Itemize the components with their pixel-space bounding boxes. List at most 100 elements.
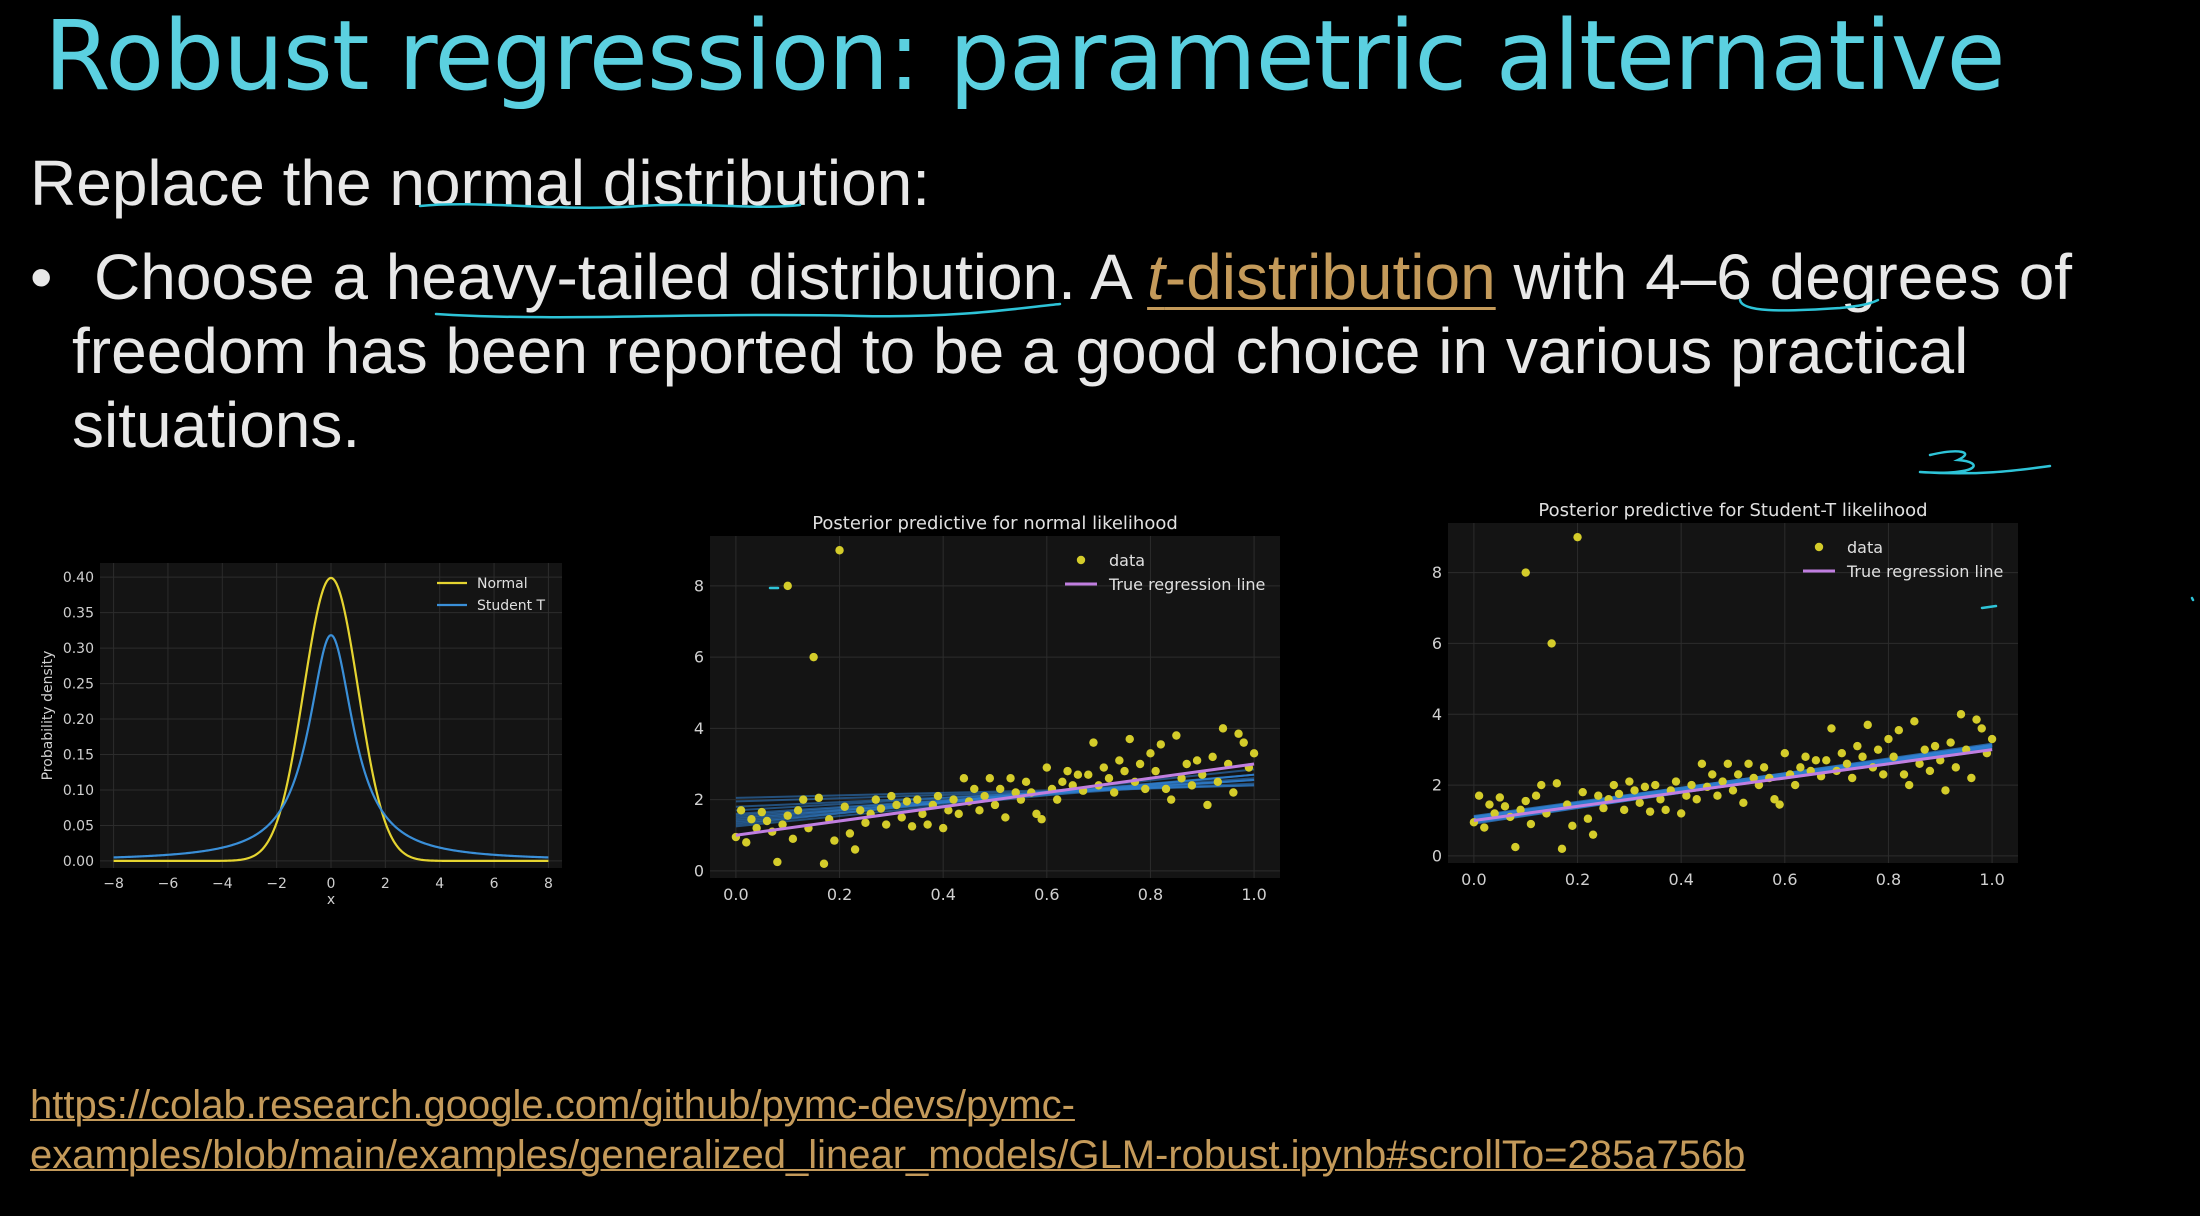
bullet-marker: • bbox=[30, 241, 53, 313]
data-point bbox=[1084, 770, 1093, 779]
data-point bbox=[793, 806, 803, 815]
data-point bbox=[1744, 759, 1753, 769]
data-point bbox=[1723, 759, 1733, 769]
data-point bbox=[1609, 780, 1619, 790]
data-point bbox=[1656, 795, 1665, 804]
data-point bbox=[1733, 770, 1743, 779]
data-point bbox=[1987, 734, 1997, 744]
data-point bbox=[1749, 773, 1758, 783]
x-tick-label: 0.0 bbox=[723, 885, 748, 904]
data-point bbox=[752, 823, 761, 833]
data-point bbox=[1531, 791, 1541, 800]
bullet-text-pre: Choose a heavy-tailed distribution. A bbox=[94, 241, 1148, 313]
x-tick-label: 8 bbox=[544, 876, 553, 892]
x-tick-label: 0.0 bbox=[1461, 870, 1486, 889]
data-point bbox=[747, 815, 756, 824]
data-point bbox=[1239, 738, 1248, 747]
series-line-student-t bbox=[113, 633, 549, 859]
data-point bbox=[1032, 809, 1041, 819]
data-point bbox=[742, 838, 751, 847]
legend-label: data bbox=[1847, 538, 1883, 557]
data-point bbox=[887, 791, 896, 801]
data-point bbox=[1182, 759, 1191, 769]
data-point bbox=[923, 820, 932, 829]
data-point bbox=[1910, 717, 1919, 726]
y-tick-label: 0.30 bbox=[63, 641, 94, 657]
data-point bbox=[1058, 777, 1067, 787]
data-point bbox=[1904, 780, 1914, 790]
y-tick-label: 4 bbox=[694, 719, 704, 738]
data-point bbox=[1899, 770, 1909, 779]
t-distribution-link-rest: -distribution bbox=[1164, 241, 1496, 313]
data-point bbox=[850, 845, 860, 854]
y-tick-label: 0.20 bbox=[63, 712, 94, 728]
reference-link[interactable]: https://colab.research.google.com/github… bbox=[30, 1080, 1745, 1180]
data-point bbox=[1006, 774, 1015, 783]
data-point bbox=[1682, 791, 1691, 800]
data-point bbox=[1485, 800, 1494, 809]
t-distribution-link[interactable]: t-distribution bbox=[1147, 241, 1496, 313]
data-point bbox=[1879, 770, 1888, 779]
x-tick-label: 6 bbox=[490, 876, 499, 892]
data-point bbox=[975, 806, 984, 815]
slide-title: Robust regression: parametric alternativ… bbox=[44, 0, 2006, 112]
data-point bbox=[1495, 793, 1505, 802]
data-point bbox=[954, 809, 963, 819]
data-point bbox=[1625, 777, 1634, 786]
data-point bbox=[1847, 773, 1857, 783]
annotation-dot-edge bbox=[2190, 596, 2195, 602]
data-point bbox=[1599, 803, 1608, 813]
data-point bbox=[1894, 725, 1904, 735]
data-point bbox=[1728, 786, 1738, 795]
data-point bbox=[1526, 819, 1536, 829]
data-point bbox=[856, 806, 865, 815]
x-tick-label: −2 bbox=[266, 876, 287, 892]
posterior-predictive-line bbox=[735, 773, 1255, 822]
y-tick-label: 0.25 bbox=[63, 676, 94, 692]
data-point bbox=[788, 834, 798, 844]
x-tick-label: −8 bbox=[103, 876, 124, 892]
data-point bbox=[990, 800, 1000, 810]
y-tick-label: 0.10 bbox=[63, 783, 94, 799]
data-point bbox=[1021, 777, 1031, 787]
data-point bbox=[892, 800, 901, 810]
data-point bbox=[985, 774, 995, 783]
data-point bbox=[799, 795, 808, 804]
data-point bbox=[1614, 789, 1624, 799]
data-point bbox=[1109, 788, 1119, 797]
bullet-item: • Choose a heavy-tailed distribution. A … bbox=[30, 240, 2190, 462]
data-point bbox=[995, 784, 1005, 794]
legend-label: Normal bbox=[477, 576, 528, 592]
data-point bbox=[1827, 724, 1836, 733]
data-point bbox=[1977, 724, 1986, 733]
data-point bbox=[861, 818, 870, 827]
data-point bbox=[1676, 809, 1686, 818]
y-axis-label: Probability density bbox=[40, 651, 56, 781]
data-point bbox=[1588, 830, 1598, 839]
data-point bbox=[1708, 770, 1717, 779]
data-point bbox=[1811, 756, 1821, 765]
data-point bbox=[778, 820, 787, 829]
data-point bbox=[819, 859, 829, 868]
x-tick-label: 2 bbox=[381, 876, 390, 892]
series-line-normal bbox=[113, 576, 549, 863]
data-point bbox=[1619, 805, 1629, 815]
y-tick-label: 0 bbox=[1432, 847, 1442, 866]
x-tick-label: −4 bbox=[212, 876, 233, 892]
data-point bbox=[1480, 823, 1489, 832]
data-point bbox=[871, 795, 881, 804]
normal-likelihood-chart: 0.0 0.2 0.4 0.6 0.8 1.0 0 2 4 6 8 Posterior predict… bbox=[694, 513, 1280, 904]
data-point bbox=[938, 823, 948, 833]
data-point bbox=[1141, 784, 1150, 794]
data-point bbox=[1863, 720, 1872, 730]
data-point bbox=[1135, 759, 1145, 769]
true-regression-line bbox=[1473, 748, 1993, 822]
data-point bbox=[1770, 795, 1779, 804]
data-point bbox=[814, 793, 824, 803]
data-point bbox=[1801, 752, 1810, 761]
data-point bbox=[1573, 532, 1582, 542]
data-point bbox=[1218, 724, 1228, 733]
data-point bbox=[1775, 800, 1784, 809]
data-point bbox=[980, 791, 989, 801]
y-tick-label: 2 bbox=[1432, 776, 1442, 795]
